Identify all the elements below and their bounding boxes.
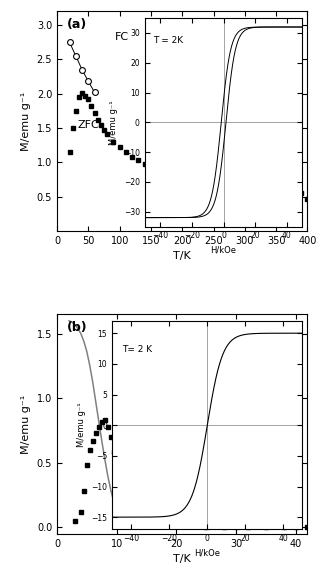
Text: ZFC: ZFC: [77, 120, 99, 130]
X-axis label: T/K: T/K: [173, 554, 191, 564]
Y-axis label: M/emu g⁻¹: M/emu g⁻¹: [21, 92, 31, 151]
X-axis label: T/K: T/K: [173, 251, 191, 261]
Y-axis label: M/emu g⁻¹: M/emu g⁻¹: [21, 394, 31, 453]
Text: (a): (a): [67, 18, 87, 31]
Text: (b): (b): [67, 321, 88, 334]
Text: FC: FC: [115, 32, 129, 42]
